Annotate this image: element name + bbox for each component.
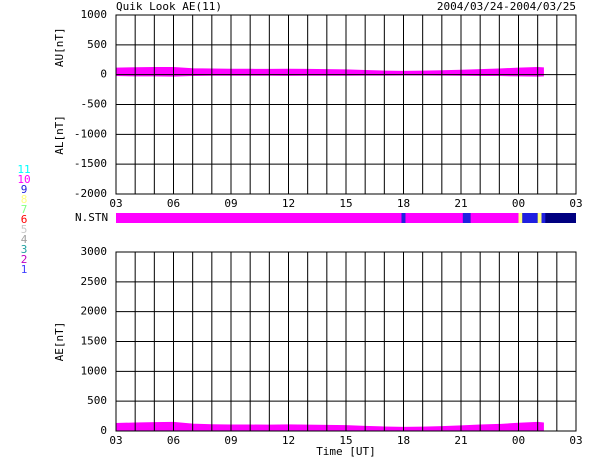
chart-subtitle: 2004/03/24-2004/03/25 xyxy=(437,0,576,13)
x-tick-label: 21 xyxy=(454,197,467,210)
y-tick-label: 3000 xyxy=(81,245,108,258)
y-tick-label: 0 xyxy=(100,68,107,81)
y-axis-label: AE[nT] xyxy=(53,322,66,362)
level-legend: 4 xyxy=(21,233,28,246)
nstn-segment xyxy=(537,213,542,223)
level-legend: 7 xyxy=(21,203,28,216)
y-tick-label: -1500 xyxy=(74,157,107,170)
x-tick-label: 18 xyxy=(397,197,410,210)
y-tick-label: 500 xyxy=(87,38,107,51)
nstn-segment xyxy=(518,213,523,223)
y-tick-label: 0 xyxy=(100,424,107,437)
level-legend: 3 xyxy=(21,243,28,256)
x-tick-label: 03 xyxy=(109,434,122,447)
y-axis-label: AL[nT] xyxy=(53,115,66,155)
x-tick-label: 03 xyxy=(569,197,582,210)
y-tick-label: 500 xyxy=(87,394,107,407)
y-tick-label: 2000 xyxy=(81,305,108,318)
x-tick-label: 15 xyxy=(339,434,352,447)
chart-title: Quik Look AE(11) xyxy=(116,0,222,13)
x-tick-label: 15 xyxy=(339,197,352,210)
nstn-segment xyxy=(470,213,519,223)
y-axis-label: AU[nT] xyxy=(53,27,66,67)
plot-frame xyxy=(115,251,577,432)
x-axis-label: Time [UT] xyxy=(316,445,376,458)
y-tick-label: 2500 xyxy=(81,275,108,288)
level-legend: 1 xyxy=(21,263,28,276)
level-legend: 5 xyxy=(21,223,28,236)
x-tick-label: 03 xyxy=(109,197,122,210)
y-tick-label: 1000 xyxy=(81,364,108,377)
x-tick-label: 12 xyxy=(282,434,295,447)
x-tick-label: 18 xyxy=(397,434,410,447)
level-legend: 6 xyxy=(21,213,28,226)
nstn-segment xyxy=(405,213,463,223)
level-legend: 8 xyxy=(21,193,28,206)
x-tick-label: 00 xyxy=(512,434,525,447)
x-tick-label: 03 xyxy=(569,434,582,447)
y-tick-label: 1000 xyxy=(81,8,108,21)
plot-frame xyxy=(115,14,577,195)
data-area xyxy=(115,67,544,76)
nstn-segment xyxy=(541,213,546,223)
nstn-segment xyxy=(462,213,471,223)
x-tick-label: 09 xyxy=(224,197,237,210)
x-tick-label: 09 xyxy=(224,434,237,447)
level-legend: 2 xyxy=(21,253,28,266)
y-tick-label: -1000 xyxy=(74,127,107,140)
data-area xyxy=(115,421,544,432)
y-tick-label: -500 xyxy=(81,98,108,111)
y-tick-label: 1500 xyxy=(81,335,108,348)
nstn-label: N.STN xyxy=(75,211,108,224)
nstn-segment xyxy=(522,213,538,223)
x-tick-label: 06 xyxy=(167,197,180,210)
nstn-segment xyxy=(401,213,406,223)
level-legend: 9 xyxy=(21,183,28,196)
x-tick-label: 12 xyxy=(282,197,295,210)
level-legend: 10 xyxy=(17,173,30,186)
x-tick-label: 21 xyxy=(454,434,467,447)
level-legend: 11 xyxy=(17,163,30,176)
x-tick-label: 00 xyxy=(512,197,525,210)
y-tick-label: -2000 xyxy=(74,187,107,200)
x-tick-label: 06 xyxy=(167,434,180,447)
nstn-segment xyxy=(116,213,402,223)
